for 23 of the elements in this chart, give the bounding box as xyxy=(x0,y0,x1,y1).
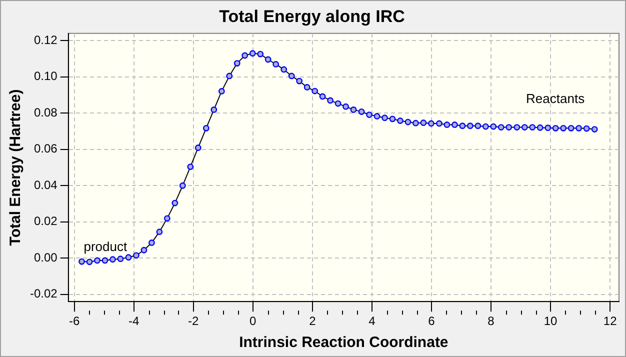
x-tick-label: 10 xyxy=(544,314,558,328)
x-tick-label: -4 xyxy=(128,314,140,328)
x-tick-label: 2 xyxy=(309,314,316,328)
x-tick-label: 4 xyxy=(368,314,376,328)
x-tick-label: -6 xyxy=(68,314,80,328)
y-tick-label: 0.06 xyxy=(34,142,58,156)
x-tick-label: 8 xyxy=(488,314,495,328)
y-tick-label: -0.02 xyxy=(30,286,58,301)
x-axis-title: Intrinsic Reaction Coordinate xyxy=(239,334,448,352)
annotation: product xyxy=(84,239,128,254)
y-tick-label: 0.08 xyxy=(34,105,58,120)
y-tick-label: 0.04 xyxy=(34,178,58,192)
y-axis-title: Total Energy (Hartree) xyxy=(7,89,24,246)
chart-title: Total Energy along IRC xyxy=(219,6,405,26)
x-tick-label: 12 xyxy=(603,314,618,328)
x-tick-label: -2 xyxy=(188,314,200,328)
y-tick-label: 0.00 xyxy=(34,250,58,264)
y-tick-label: 0.12 xyxy=(34,32,58,47)
y-tick-label: 0.10 xyxy=(34,69,58,84)
annotation: Reactants xyxy=(526,90,586,106)
y-tick-label: 0.02 xyxy=(34,214,58,228)
x-tick-label: 6 xyxy=(428,314,436,328)
x-tick-label: 0 xyxy=(250,314,257,328)
